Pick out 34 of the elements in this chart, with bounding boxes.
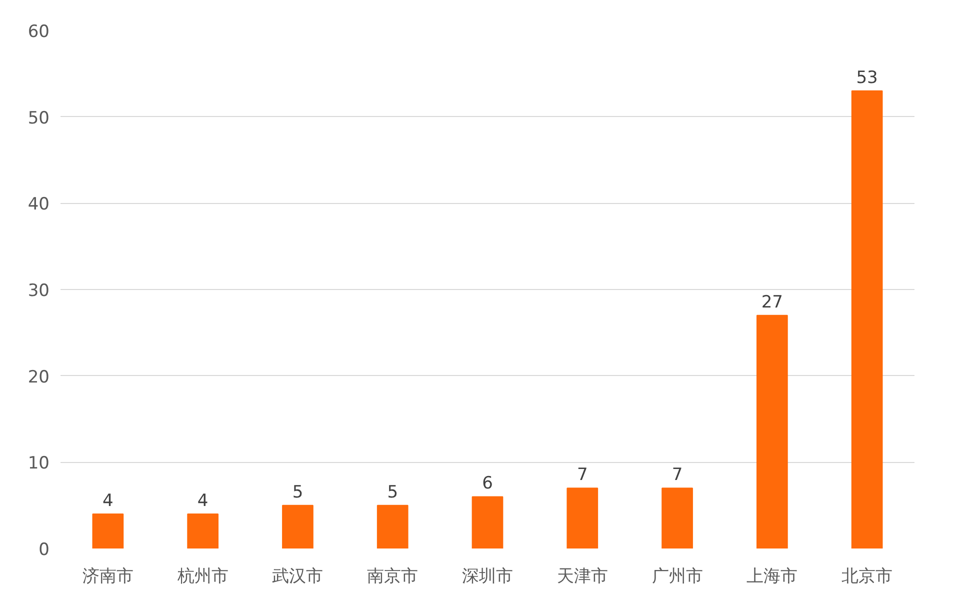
bar	[662, 488, 693, 548]
x-tick-label: 天津市	[556, 566, 608, 586]
x-tick-label: 深圳市	[462, 566, 513, 586]
bar	[472, 496, 504, 548]
x-tick-label: 武汉市	[272, 566, 324, 586]
bar	[756, 314, 788, 548]
x-tick-label: 广州市	[652, 566, 703, 586]
y-tick-label: 10	[28, 454, 50, 474]
bar	[851, 90, 883, 548]
x-tick-label: 南京市	[367, 566, 418, 586]
data-label: 27	[761, 292, 783, 312]
x-tick-label: 杭州市	[176, 566, 228, 586]
x-tick-label: 上海市	[746, 566, 798, 586]
data-label: 5	[292, 482, 304, 502]
bar	[566, 488, 598, 548]
bar	[282, 504, 314, 548]
y-tick-label: 40	[28, 194, 50, 215]
y-tick-label: 20	[28, 367, 50, 388]
x-tick-label: 济南市	[82, 566, 134, 586]
x-tick-label: 北京市	[842, 566, 893, 586]
bar	[376, 504, 408, 548]
data-label: 7	[576, 465, 588, 486]
y-tick-label: 50	[28, 108, 50, 128]
data-label: 53	[856, 68, 878, 88]
data-label: 5	[387, 482, 398, 502]
y-tick-label: 0	[38, 540, 50, 560]
y-tick-label: 60	[28, 22, 50, 42]
data-label: 4	[102, 490, 114, 511]
y-tick-label: 30	[28, 281, 50, 301]
bar	[187, 513, 219, 548]
data-label: 4	[197, 490, 208, 511]
data-label: 7	[672, 465, 683, 486]
bar	[92, 513, 124, 548]
data-label: 6	[482, 474, 493, 494]
